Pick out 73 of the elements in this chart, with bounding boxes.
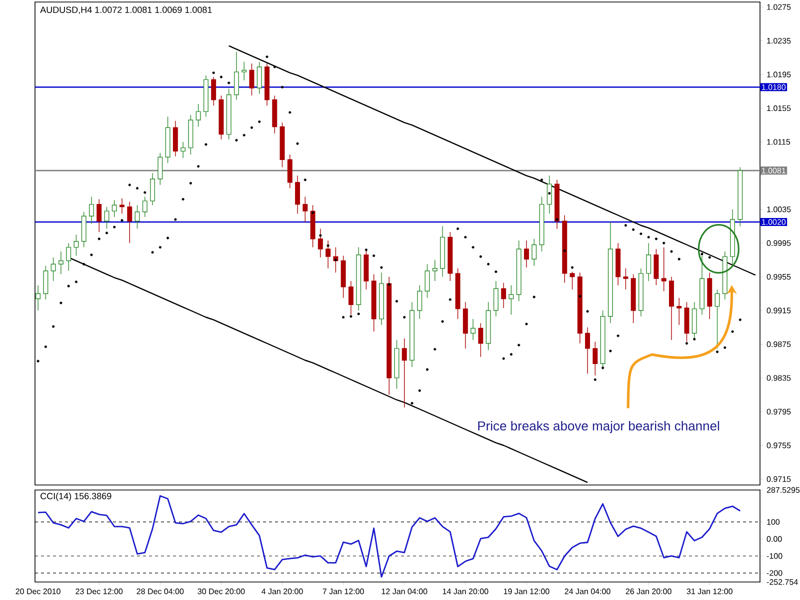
x-tick-label: 20 Dec 2010 — [16, 588, 60, 594]
candlestick — [180, 142, 186, 158]
x-tick-label: 26 Jan 20:00 — [626, 588, 672, 594]
y-tick-label: 100 — [767, 519, 780, 525]
candlestick — [318, 228, 323, 258]
y-tick-label: 0.9995 — [766, 240, 791, 246]
candlestick — [646, 242, 652, 282]
y-tick-label: -252.754 — [766, 579, 798, 585]
candlestick — [668, 276, 674, 340]
candlestick — [508, 284, 514, 316]
x-tick-label: 12 Jan 04:00 — [382, 588, 428, 594]
candlestick — [172, 120, 178, 157]
candlestick — [211, 76, 216, 106]
x-tick-label: 28 Dec 04:00 — [136, 588, 184, 594]
candlestick — [203, 74, 208, 117]
candlestick — [470, 318, 476, 340]
candlestick — [577, 272, 582, 344]
x-tick-label: 30 Dec 20:00 — [198, 588, 245, 594]
candlestick — [638, 268, 644, 317]
annotation: Price breaks above major bearish channel — [478, 420, 720, 434]
candlestick — [234, 51, 239, 100]
candlestick — [616, 242, 621, 286]
x-tick-label: 24 Jan 04:00 — [564, 588, 610, 594]
ref-line-label: 1.0081 — [762, 168, 786, 174]
y-tick-label: 0.9915 — [766, 308, 791, 314]
candlestick — [58, 251, 64, 275]
candlestick — [402, 338, 407, 408]
candlestick — [356, 246, 362, 311]
candlestick — [440, 226, 446, 278]
candlestick — [348, 280, 354, 316]
candlestick — [378, 272, 384, 326]
y-tick-label: 1.0195 — [767, 72, 791, 78]
ref-line-label: 1.0180 — [762, 84, 786, 90]
candlestick — [264, 63, 270, 106]
y-tick-label: 0.9755 — [766, 442, 791, 448]
candlestick — [585, 327, 590, 374]
candlestick — [410, 302, 414, 368]
candlestick — [554, 180, 560, 230]
x-tick-label: 31 Jan 12:00 — [686, 588, 732, 594]
candlestick — [326, 240, 331, 269]
x-tick-label: 14 Jan 20:00 — [442, 588, 488, 594]
candlestick — [501, 282, 506, 308]
y-tick-label: 0.9875 — [766, 341, 791, 348]
y-tick-label: -100 — [766, 553, 782, 559]
y-tick-label: 1.0035 — [767, 206, 791, 212]
x-tick-label: 4 Jan 20:00 — [262, 588, 303, 594]
x-tick-label: 23 Dec 12:00 — [76, 588, 123, 594]
y-tick-label: 0.9955 — [766, 274, 791, 280]
candlestick — [608, 222, 613, 324]
y-tick-label: 287.5295 — [766, 487, 800, 493]
chart-title: CCI(14) 156.3869 — [40, 492, 112, 502]
candlestick — [493, 280, 498, 317]
candlestick — [36, 284, 41, 311]
ref-line-label: 1.0020 — [762, 219, 786, 225]
y-tick-label: 0.00 — [766, 536, 782, 542]
y-tick-label: -200 — [766, 570, 782, 576]
candlestick — [150, 172, 156, 206]
y-tick-label: 0.9835 — [766, 375, 791, 381]
x-tick-label: 19 Jan 12:00 — [504, 588, 550, 594]
candlestick — [66, 242, 72, 272]
y-tick-label: 0.9795 — [766, 408, 791, 414]
x-tick-label: 7 Jan 12:00 — [322, 588, 364, 594]
candlestick — [661, 246, 666, 292]
candlestick — [88, 196, 94, 224]
y-tick-label: 1.0115 — [767, 139, 790, 145]
candlestick — [524, 240, 529, 268]
candlestick — [462, 302, 468, 349]
y-tick-label: 1.0275 — [767, 4, 791, 10]
chart-title: AUDUSD,H4 1.0072 1.0081 1.0069 1.0081 — [40, 6, 212, 14]
y-tick-label: 0.9715 — [766, 476, 791, 482]
y-tick-label: 1.0235 — [767, 38, 791, 44]
y-tick-label: 1.0155 — [767, 105, 791, 112]
candlestick — [295, 175, 300, 214]
